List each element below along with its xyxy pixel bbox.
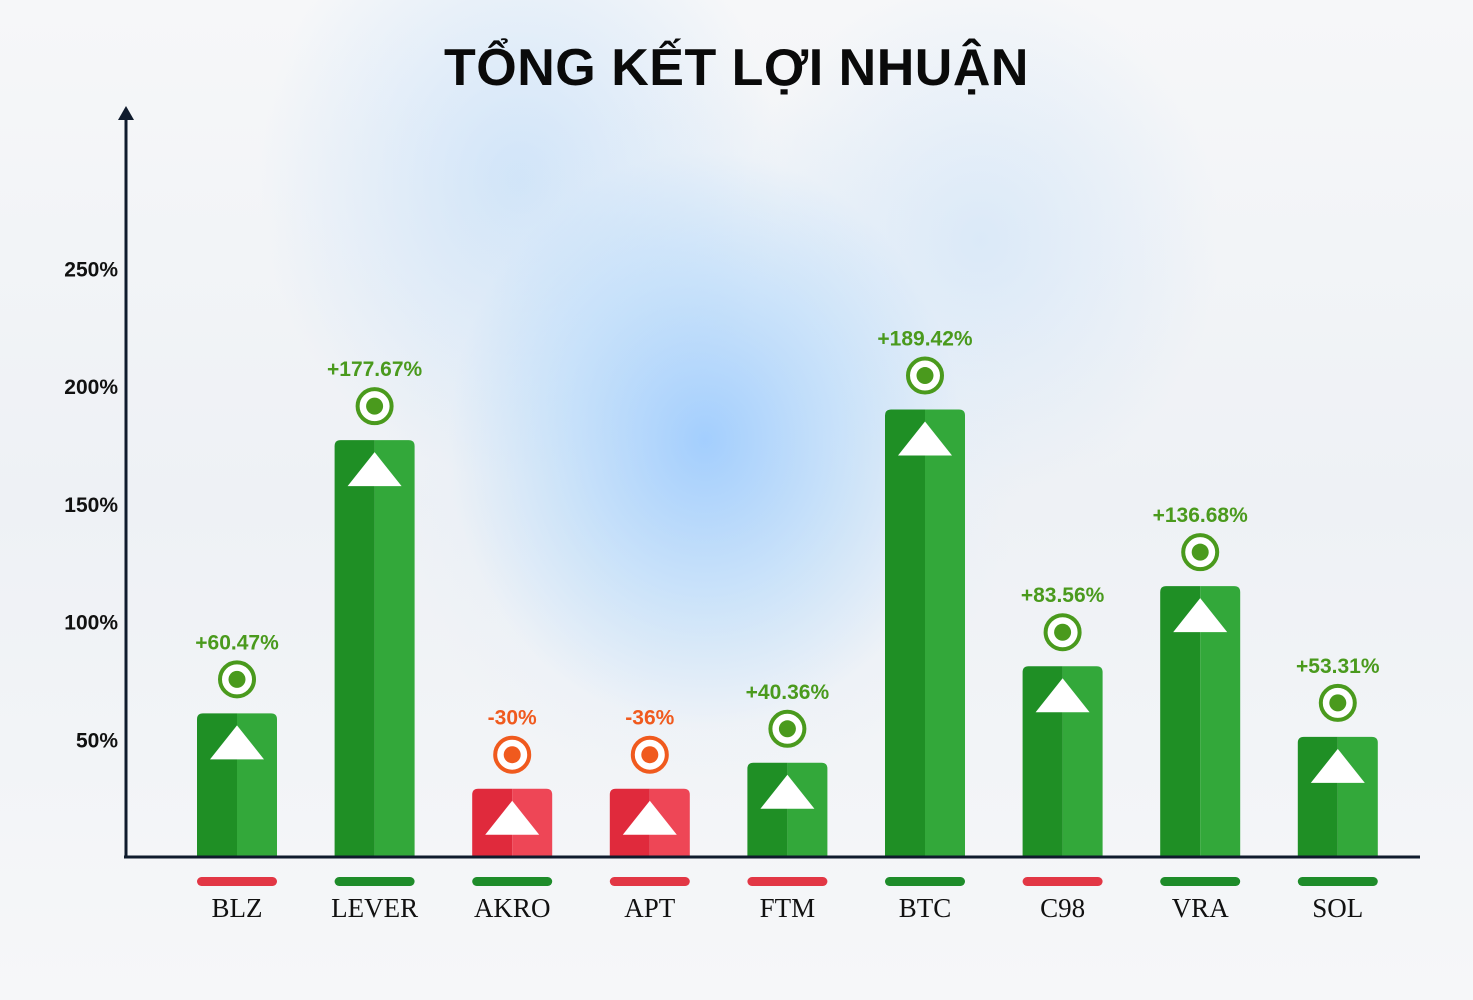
- x-tick-label: FTM: [760, 893, 816, 923]
- status-bar: [747, 877, 828, 886]
- status-bar: [472, 877, 553, 886]
- bar-c98: [1022, 666, 1103, 857]
- data-label: +60.47%: [195, 631, 279, 654]
- bar-right-half: [374, 440, 415, 857]
- bar-vra: [1160, 586, 1241, 857]
- status-bar: [1297, 877, 1378, 886]
- target-icon-dot: [641, 746, 659, 764]
- target-icon-dot: [1191, 543, 1209, 561]
- bar-blz: [197, 713, 277, 857]
- x-tick-label: C98: [1040, 893, 1085, 923]
- data-label: +189.42%: [877, 328, 972, 351]
- up-arrow-icon: [210, 725, 264, 760]
- bar-left-half: [472, 788, 513, 857]
- target-icon-dot: [366, 397, 384, 415]
- y-axis-ticks: 50% 100% 150% 200% 250%: [64, 258, 118, 752]
- status-bar: [334, 877, 415, 886]
- data-label: -30%: [488, 707, 537, 730]
- y-tick-label: 100%: [64, 612, 118, 635]
- y-tick-label: 50%: [76, 729, 118, 752]
- up-arrow-icon: [485, 800, 540, 835]
- status-bar: [1160, 877, 1241, 886]
- y-tick-label: 250%: [64, 258, 118, 281]
- bar-left-half: [609, 788, 650, 857]
- x-tick-label: SOL: [1312, 893, 1363, 923]
- target-icon-dot: [778, 720, 796, 738]
- bar-ftm: [747, 762, 828, 857]
- up-arrow-icon: [760, 774, 815, 809]
- up-arrow-icon: [1173, 598, 1228, 633]
- bar-left-half: [1160, 586, 1201, 857]
- bar-left-half: [747, 762, 788, 857]
- x-tick-label: LEVER: [331, 893, 418, 923]
- bar-apt: [609, 788, 690, 857]
- target-icon-dot: [503, 746, 521, 764]
- chart-title: TỔNG KẾT LỢI NHUẬN: [444, 39, 1029, 97]
- bar-right-half: [1337, 736, 1378, 857]
- y-tick-label: 200%: [64, 376, 118, 399]
- up-arrow-icon: [898, 421, 952, 456]
- bar-left-half: [334, 440, 375, 857]
- axes: [118, 106, 1420, 859]
- up-arrow-icon: [1035, 678, 1090, 713]
- target-icon-dot: [228, 670, 246, 688]
- target-icon-dot: [916, 367, 934, 385]
- status-bar: [1022, 877, 1103, 886]
- bar-left-half: [1022, 666, 1063, 857]
- up-arrow-icon: [347, 452, 402, 487]
- target-icon-dot: [1329, 694, 1347, 712]
- y-tick-label: 150%: [64, 494, 118, 517]
- bar-sol: [1297, 736, 1378, 857]
- x-tick-label: APT: [624, 893, 676, 923]
- bar-lever: [334, 440, 415, 857]
- x-tick-label: VRA: [1172, 893, 1230, 923]
- up-arrow-icon: [622, 800, 677, 835]
- bar-right-half: [925, 409, 965, 857]
- data-label: +53.31%: [1296, 655, 1380, 678]
- value-labels: +60.47% +177.67% -30% -36% +40.36% +189.42% +8…: [195, 328, 1380, 774]
- bar-right-half: [512, 788, 553, 857]
- status-bar: [197, 877, 277, 886]
- bar-btc: [885, 409, 965, 857]
- up-arrow-icon: [1310, 748, 1365, 783]
- bar-right-half: [787, 762, 828, 857]
- bars: [197, 409, 1378, 857]
- data-label: -36%: [625, 707, 674, 730]
- x-tick-label: AKRO: [474, 893, 551, 923]
- bar-left-half: [885, 409, 925, 857]
- bar-right-half: [649, 788, 690, 857]
- bar-left-half: [1297, 736, 1338, 857]
- bar-akro: [472, 788, 553, 857]
- status-bar: [885, 877, 965, 886]
- bar-right-half: [1062, 666, 1103, 857]
- data-label: +83.56%: [1021, 584, 1105, 607]
- x-tick-label: BTC: [899, 893, 952, 923]
- data-label: +136.68%: [1153, 504, 1248, 527]
- status-bar: [609, 877, 690, 886]
- data-label: +40.36%: [746, 681, 830, 704]
- y-axis-arrow-icon: [118, 106, 134, 120]
- x-tick-label: BLZ: [212, 893, 263, 923]
- target-icon-dot: [1054, 623, 1072, 641]
- bar-right-half: [1200, 586, 1241, 857]
- data-label: +177.67%: [327, 358, 422, 381]
- x-axis-labels: BLZ LEVER AKRO APT FTM BTC C98 VRA SOL: [197, 877, 1378, 923]
